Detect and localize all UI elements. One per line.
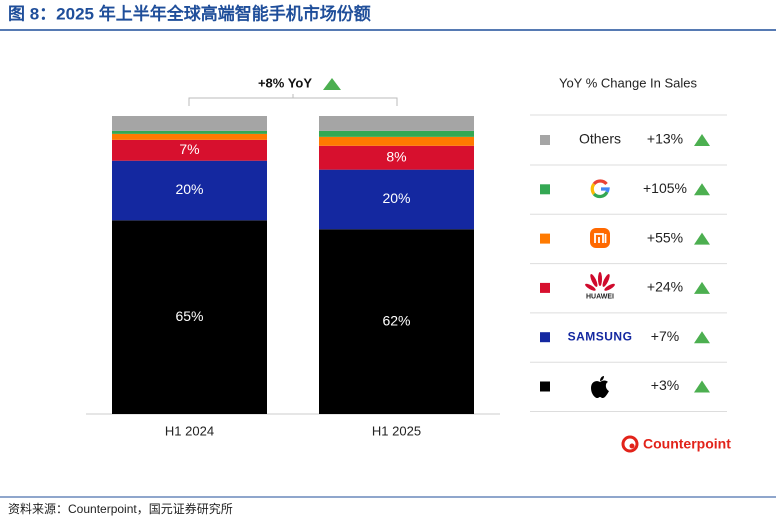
bar-segment (112, 220, 267, 414)
x-tick-label: H1 2024 (165, 423, 214, 438)
yoy-label: +3% (651, 377, 679, 393)
yoy-label: +24% (647, 279, 683, 295)
up-arrow (323, 78, 341, 90)
bar-segment (112, 139, 267, 161)
value-label: 7% (179, 141, 199, 157)
legend-label: HUAWEI (586, 294, 614, 301)
brand-logo (621, 435, 639, 453)
yoy-bracket (188, 94, 398, 106)
legend-swatch (540, 233, 550, 244)
legend-swatch (540, 184, 550, 195)
bar-segment (319, 169, 474, 230)
legend-label: Others (579, 131, 621, 147)
up-arrow (694, 183, 710, 196)
legend-swatch (540, 135, 550, 145)
yoy-label: +105% (643, 180, 687, 196)
bar-segment (319, 116, 474, 131)
up-arrow (694, 134, 710, 146)
value-label: 62% (382, 312, 410, 328)
up-arrow (694, 380, 710, 393)
huawei-logo (585, 272, 615, 291)
legend-swatch (540, 282, 550, 293)
chart-title: 图 8：2025 年上半年全球高端智能手机市场份额 (8, 3, 371, 23)
yoy-label: +7% (651, 328, 679, 344)
xiaomi-logo (590, 228, 610, 248)
source: 资料来源：Counterpoint，国元证券研究所 (8, 501, 233, 516)
up-arrow (694, 232, 710, 245)
bar-segment (319, 229, 474, 414)
bar-segment (112, 116, 267, 131)
brand: Counterpoint (643, 436, 731, 452)
legend-swatch (540, 381, 550, 392)
up-arrow (694, 331, 710, 344)
bar-segment (319, 136, 474, 146)
x-tick-label: H1 2025 (372, 423, 421, 438)
bar-segment (112, 160, 267, 221)
legend-label: SAMSUNG (568, 329, 633, 343)
apple-logo (591, 376, 609, 398)
value-label: 20% (175, 181, 203, 197)
total-yoy: +8% YoY (258, 75, 312, 90)
value-label: 20% (382, 190, 410, 206)
yoy-label: +55% (647, 229, 683, 245)
bar-segment (319, 145, 474, 170)
legend-swatch (540, 332, 550, 343)
bar-segment (112, 130, 267, 134)
bar-segment (319, 130, 474, 137)
up-arrow (694, 281, 710, 294)
yoy-label: +13% (647, 131, 683, 147)
value-label: 65% (175, 308, 203, 324)
bar-segment (112, 133, 267, 140)
google-logo (590, 179, 610, 199)
legend-title: YoY % Change In Sales (559, 75, 698, 90)
value-label: 8% (386, 148, 406, 164)
